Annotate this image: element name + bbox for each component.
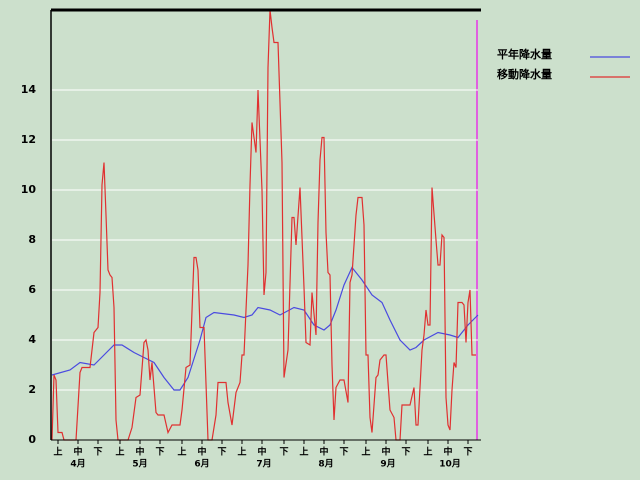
month-label: 7月 [256, 459, 271, 470]
month-label: 6月 [194, 459, 209, 470]
month-label: 10月 [439, 459, 461, 470]
y-tick-label: 12 [21, 133, 36, 146]
month-label: 8月 [318, 459, 333, 470]
x-tick-label: 中 [257, 446, 266, 458]
y-tick-label: 4 [28, 333, 36, 346]
x-tick-label: 中 [443, 446, 452, 458]
x-tick-label: 下 [155, 447, 164, 458]
x-tick-label: 下 [93, 447, 102, 458]
legend-label: 平年降水量 [497, 47, 552, 61]
x-tick-label: 上 [53, 446, 62, 458]
y-tick-label: 8 [28, 233, 36, 246]
x-tick-label: 下 [401, 447, 410, 458]
month-label: 9月 [380, 459, 395, 470]
x-tick-label: 下 [279, 447, 288, 458]
month-label: 5月 [132, 459, 147, 470]
series-line [51, 9, 476, 441]
x-tick-label: 上 [177, 446, 186, 458]
y-tick-label: 14 [21, 83, 37, 96]
month-label: 4月 [70, 459, 85, 470]
x-tick-label: 上 [361, 446, 370, 458]
x-tick-label: 下 [463, 447, 472, 458]
y-tick-label: 0 [28, 433, 36, 446]
series-line [51, 266, 479, 391]
y-tick-label: 2 [28, 383, 36, 396]
x-tick-label: 上 [299, 446, 308, 458]
x-tick-label: 中 [135, 446, 144, 458]
x-tick-label: 上 [237, 446, 246, 458]
y-tick-label: 10 [21, 183, 37, 196]
x-tick-label: 中 [73, 446, 82, 458]
x-tick-label: 下 [217, 447, 226, 458]
x-tick-label: 上 [423, 446, 432, 458]
x-tick-label: 中 [319, 446, 328, 458]
plot [51, 9, 479, 441]
x-tick-label: 中 [381, 446, 390, 458]
x-tick-label: 下 [339, 447, 348, 458]
x-tick-label: 中 [197, 446, 206, 458]
y-tick-label: 6 [28, 283, 36, 296]
x-tick-label: 上 [115, 446, 124, 458]
legend-label: 移動降水量 [497, 67, 552, 81]
